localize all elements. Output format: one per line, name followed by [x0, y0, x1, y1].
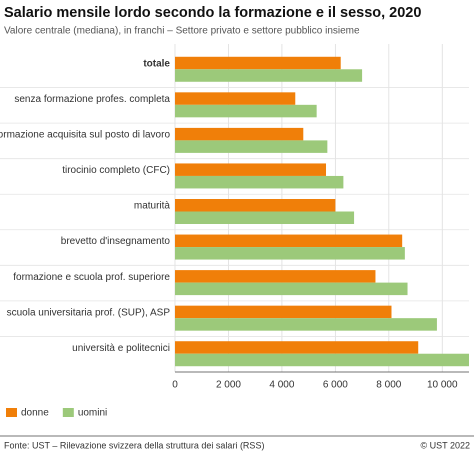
bar: [175, 247, 405, 260]
bar: [175, 234, 403, 248]
legend-label: uomini: [78, 408, 107, 419]
bar: [175, 199, 336, 212]
bar: [175, 140, 328, 153]
bar: [175, 211, 355, 224]
category-label: formazione acquisita sul posto di lavoro: [0, 130, 170, 141]
category-label: formazione e scuola prof. superiore: [13, 272, 170, 283]
bar: [175, 104, 317, 118]
category-label: università e politecnici: [72, 343, 170, 354]
x-tick-label: 10 000: [427, 380, 458, 391]
x-tick-label: 8 000: [376, 380, 401, 391]
category-label: brevetto d'insegnamento: [61, 236, 171, 247]
bar: [175, 69, 363, 82]
x-tick-label: 4 000: [269, 380, 294, 391]
category-label: totale: [143, 58, 170, 69]
category-label: tirocinio completo (CFC): [62, 165, 170, 176]
bar: [175, 353, 469, 367]
x-tick-label: 2 000: [216, 380, 241, 391]
source: Fonte: UST – Rilevazione svizzera della …: [4, 440, 264, 450]
bar: [175, 175, 344, 189]
chart-subtitle: Valore centrale (mediana), in franchi – …: [4, 26, 360, 37]
category-label: senza formazione profes. completa: [14, 94, 170, 105]
credit: © UST 2022: [421, 440, 471, 450]
bar: [175, 163, 327, 176]
bar: [175, 318, 437, 331]
legend-label: donne: [21, 408, 49, 419]
x-tick-label: 0: [172, 380, 178, 391]
bar: [175, 270, 376, 283]
bar: [175, 56, 341, 70]
category-label: scuola universitaria prof. (SUP), ASP: [7, 307, 171, 318]
bar: [175, 92, 296, 105]
bar: [175, 282, 408, 296]
bar: [175, 341, 419, 354]
category-label: maturità: [134, 201, 171, 212]
bar: [175, 305, 392, 319]
legend-swatch: [6, 408, 17, 417]
x-tick-label: 6 000: [323, 380, 348, 391]
legend-swatch: [62, 408, 74, 417]
bar: [175, 127, 304, 141]
chart-title: Salario mensile lordo secondo la formazi…: [4, 5, 421, 21]
